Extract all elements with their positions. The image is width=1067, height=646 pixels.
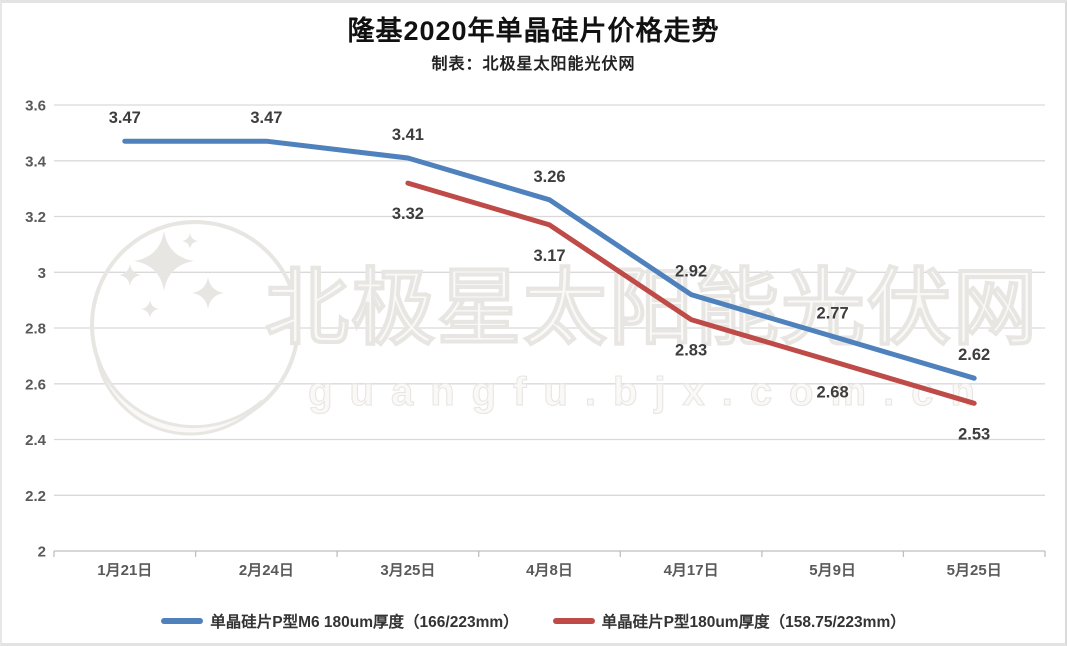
data-label: 2.92	[675, 263, 707, 281]
data-label: 3.47	[109, 109, 141, 127]
data-label: 3.47	[250, 109, 282, 127]
x-axis-label: 2月24日	[239, 562, 294, 579]
x-axis-label: 3月25日	[380, 562, 435, 579]
x-axis-label: 5月9日	[809, 562, 856, 579]
y-axis-tick-label: 3.2	[25, 209, 46, 226]
chart-subtitle: 制表：北极星太阳能光伏网	[431, 56, 636, 73]
watermark-site-name: 北极星太阳能光伏网	[265, 261, 1039, 355]
series-line	[122, 138, 977, 381]
y-axis-tick-label: 2.4	[25, 432, 47, 449]
y-axis-tick-label: 2	[38, 544, 46, 561]
legend-item-series-red[interactable]: 单晶硅片P型180um厚度（158.75/223mm）	[552, 610, 906, 632]
data-label: 2.53	[958, 425, 990, 443]
chart-plot-area: 2 2.2 2.4 2.6 2.8 3 3.2 3.4 3.6 北极星太阳能光伏网 guangfu.…	[2, 3, 1065, 643]
data-label: 2.83	[675, 342, 707, 360]
data-label: 3.41	[392, 126, 424, 144]
legend-swatch-red-line	[552, 618, 595, 624]
y-axis-tick-label: 2.6	[25, 376, 46, 393]
data-label: 3.32	[392, 205, 424, 223]
chart-title: 隆基2020年单晶硅片价格走势	[347, 16, 720, 46]
x-axis-label: 5月25日	[947, 562, 1002, 579]
watermark-logo	[90, 220, 300, 436]
y-axis-tick-label: 3.4	[25, 153, 47, 170]
watermark-url: guangfu.bjx.com.cn	[308, 370, 992, 414]
x-axis-label: 1月21日	[97, 562, 152, 579]
legend: 单晶硅片P型M6 180um厚度（166/223mm） 单晶硅片P型180um厚…	[2, 601, 1065, 641]
y-axis-tick-label: 3	[38, 265, 46, 282]
x-axis-label: 4月8日	[526, 562, 573, 579]
legend-swatch-blue-line	[161, 618, 204, 624]
chart-header: 隆基2020年单晶硅片价格走势 制表：北极星太阳能光伏网	[2, 15, 1065, 74]
data-label: 2.77	[817, 304, 849, 322]
y-axis-tick-label: 2.8	[25, 321, 46, 338]
data-label: 3.17	[533, 247, 565, 265]
data-label: 2.62	[958, 346, 990, 364]
chart-svg: 22.22.42.62.833.23.43.6北极星太阳能光伏网guangfu.…	[25, 98, 1046, 579]
legend-label: 单晶硅片P型M6 180um厚度（166/223mm）	[210, 614, 519, 631]
data-label: 3.26	[533, 168, 565, 186]
legend-label: 单晶硅片P型180um厚度（158.75/223mm）	[601, 614, 906, 631]
data-label: 2.68	[817, 383, 849, 401]
x-axis-label: 4月17日	[664, 562, 719, 579]
legend-item-series-blue[interactable]: 单晶硅片P型M6 180um厚度（166/223mm）	[161, 610, 519, 632]
series-line	[405, 180, 977, 406]
y-axis-tick-label: 2.2	[25, 488, 46, 505]
y-axis-tick-label: 3.6	[25, 98, 46, 115]
